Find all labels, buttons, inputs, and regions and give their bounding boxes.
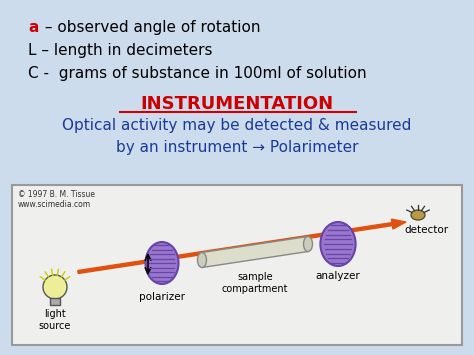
Text: analyzer: analyzer — [316, 271, 360, 281]
Ellipse shape — [411, 210, 425, 220]
Bar — [50, 298, 60, 305]
Text: INSTRUMENTATION: INSTRUMENTATION — [140, 95, 334, 113]
Text: sample
compartment: sample compartment — [222, 273, 288, 294]
Text: detector: detector — [404, 225, 448, 235]
Polygon shape — [202, 236, 308, 268]
Ellipse shape — [303, 236, 312, 251]
FancyArrow shape — [78, 219, 406, 273]
Ellipse shape — [198, 252, 207, 268]
Text: © 1997 B. M. Tissue
www.scimedia.com: © 1997 B. M. Tissue www.scimedia.com — [18, 190, 95, 209]
Text: a: a — [28, 20, 38, 35]
Text: light
source: light source — [39, 309, 71, 331]
Text: L – length in decimeters: L – length in decimeters — [28, 43, 212, 58]
Text: Optical activity may be detected & measured
by an instrument → Polarimeter: Optical activity may be detected & measu… — [62, 118, 412, 155]
Text: polarizer: polarizer — [139, 292, 185, 302]
Text: – observed angle of rotation: – observed angle of rotation — [40, 20, 261, 35]
FancyBboxPatch shape — [12, 185, 462, 345]
Text: C -  grams of substance in 100ml of solution: C - grams of substance in 100ml of solut… — [28, 66, 366, 81]
Circle shape — [43, 275, 67, 299]
Ellipse shape — [320, 222, 356, 266]
Ellipse shape — [146, 242, 179, 284]
